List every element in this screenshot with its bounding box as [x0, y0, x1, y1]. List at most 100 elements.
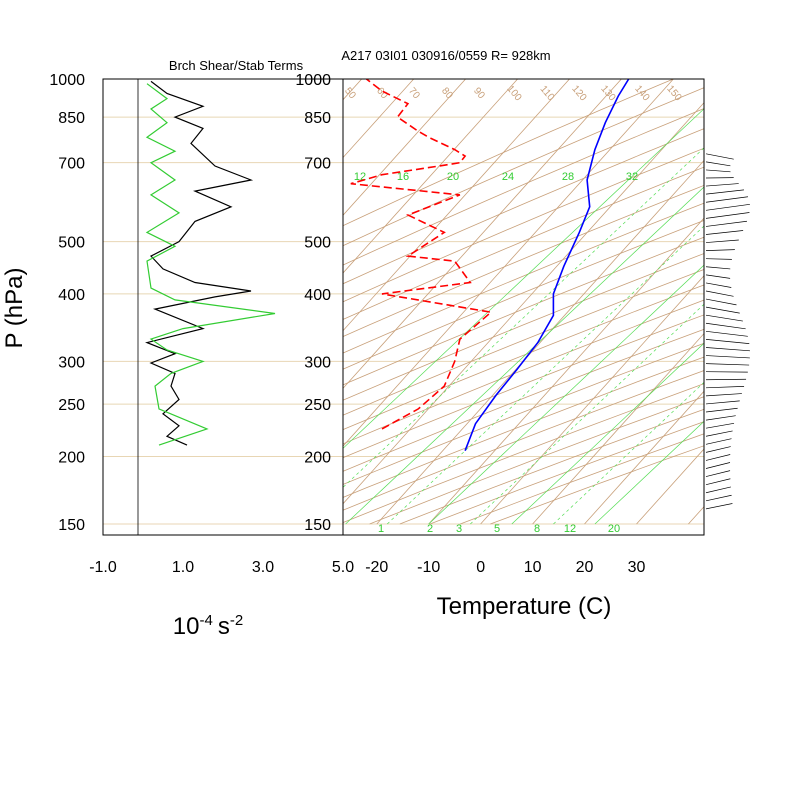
isotherm-line: [532, 332, 704, 525]
wind-barb: [705, 249, 735, 251]
mixing-ratio-line: [343, 147, 704, 488]
wind-barb: [705, 189, 744, 195]
wind-barb: [705, 161, 731, 167]
left-pressure-tick: 400: [58, 287, 85, 304]
right-pressure-tick: 700: [304, 156, 331, 173]
dry-adiabat-label: 90: [471, 86, 487, 102]
isotherm-line: [428, 217, 704, 525]
sounding-line-0: [464, 79, 630, 451]
dry-adiabat-line: [343, 202, 704, 354]
right-pressure-tick: 400: [304, 287, 331, 304]
left-series-lines: [145, 80, 276, 446]
dry-adiabat-line: [343, 284, 704, 431]
right-pressure-tick: 1000: [295, 72, 331, 89]
isotherm-line: [376, 159, 704, 525]
mixing-ratio-bottom-label: 1: [378, 523, 384, 535]
wind-barb: [705, 422, 735, 429]
mixing-ratio-line: [345, 186, 704, 525]
dry-adiabat-line: [343, 87, 704, 247]
right-pressure-tick-labels: 150 200 250 300 400 500 700 850 1000: [295, 72, 331, 534]
left-x-tick: -1.0: [89, 559, 117, 576]
isotherm-line: [584, 390, 704, 525]
wind-barb: [705, 378, 747, 381]
dry-adiabat-label: 110: [538, 84, 557, 104]
dry-adiabat-line: [343, 356, 704, 498]
dry-adiabat-line: [343, 253, 704, 401]
wind-barb: [705, 203, 750, 211]
wind-barb: [705, 230, 744, 235]
isotherm-line: [343, 102, 704, 505]
mixing-ratio-line: [386, 225, 704, 525]
sounding-lines: [350, 79, 630, 451]
left-pressure-tick: 150: [58, 517, 85, 534]
wind-barb: [705, 462, 731, 469]
wind-barb: [705, 339, 750, 344]
wind-barb: [705, 494, 732, 502]
dry-adiabat-line: [343, 299, 704, 445]
mixing-ratio-label: 20: [447, 171, 459, 183]
mixing-ratio-line: [343, 108, 704, 449]
wind-barb: [705, 415, 736, 421]
dry-adiabat-label: 150: [664, 83, 683, 103]
dry-adiabat-label: 50: [342, 86, 358, 102]
left-x-tick: 3.0: [252, 559, 274, 576]
left-pressure-tick: 200: [58, 450, 85, 467]
dry-adiabat-line: [343, 328, 704, 472]
wind-barb: [705, 438, 732, 445]
wind-barb: [705, 430, 733, 437]
wind-barb: [705, 454, 731, 461]
dry-adiabat-line: [343, 184, 704, 337]
temperature-tick: -20: [365, 559, 388, 576]
mixing-ratio-line: [594, 420, 704, 525]
wind-barbs: [705, 153, 750, 510]
wind-barb: [705, 386, 745, 389]
dry-adiabat-line: [343, 108, 704, 266]
dry-adiabat-line: [399, 408, 704, 525]
dry-adiabat-line: [343, 147, 704, 303]
right-pressure-tick: 850: [304, 110, 331, 127]
left-series-line-1: [145, 83, 276, 446]
dry-adiabat-labels: 50 60 70 80 90 100 110 120 130 140 150: [342, 83, 684, 103]
mixing-ratio-labels: 12 16 20 24 28 321 2 3 5 8 12 20: [354, 171, 638, 535]
mixing-ratio-label: 28: [562, 171, 574, 183]
mixing-ratio-bottom-label: 20: [608, 523, 620, 535]
mixing-ratio-label: 32: [626, 171, 638, 183]
wind-barb: [705, 183, 739, 187]
right-x-axis-label: Temperature (C): [437, 593, 612, 620]
dry-adiabat-line: [490, 445, 704, 525]
left-pressure-tick: 700: [58, 156, 85, 173]
wind-barb: [705, 212, 750, 219]
wind-barb: [705, 314, 743, 322]
wind-barb: [705, 274, 731, 279]
dry-adiabat-line: [343, 128, 704, 285]
left-x-axis-exp1: -4: [200, 612, 213, 629]
left-pressure-tick: 250: [58, 397, 85, 414]
wind-barb: [705, 446, 731, 453]
left-panel-title: Brch Shear/Stab Terms: [169, 58, 304, 73]
left-pressure-tick-labels: 150 200 250 300 400 500 700 850 1000: [49, 72, 85, 534]
isotherm-line: [343, 79, 570, 332]
wind-barb: [705, 486, 731, 494]
temperature-tick: 10: [524, 559, 542, 576]
dry-adiabat-line: [343, 219, 704, 370]
isotherm-line: [343, 79, 518, 274]
isotherm-line: [343, 79, 414, 159]
isotherm-line: [343, 79, 674, 447]
dry-adiabat-line: [343, 342, 704, 485]
wind-barb: [705, 407, 738, 413]
wind-barb: [705, 290, 734, 297]
dry-adiabat-lines: [343, 79, 704, 525]
sounding-line-1: [350, 79, 493, 430]
isotherm-line: [740, 79, 800, 524]
mixing-ratio-label: 16: [397, 171, 409, 183]
dry-adiabat-line: [460, 433, 704, 525]
right-pressure-tick: 500: [304, 235, 331, 252]
temperature-tick: 0: [476, 559, 485, 576]
left-pressure-tick: 1000: [49, 72, 85, 89]
mixing-ratio-bottom-label: 8: [534, 523, 540, 535]
right-pressure-gridlines: [343, 79, 704, 525]
mixing-ratio-line: [511, 342, 704, 525]
wind-barb: [705, 196, 749, 203]
isotherm-line: [343, 79, 466, 216]
